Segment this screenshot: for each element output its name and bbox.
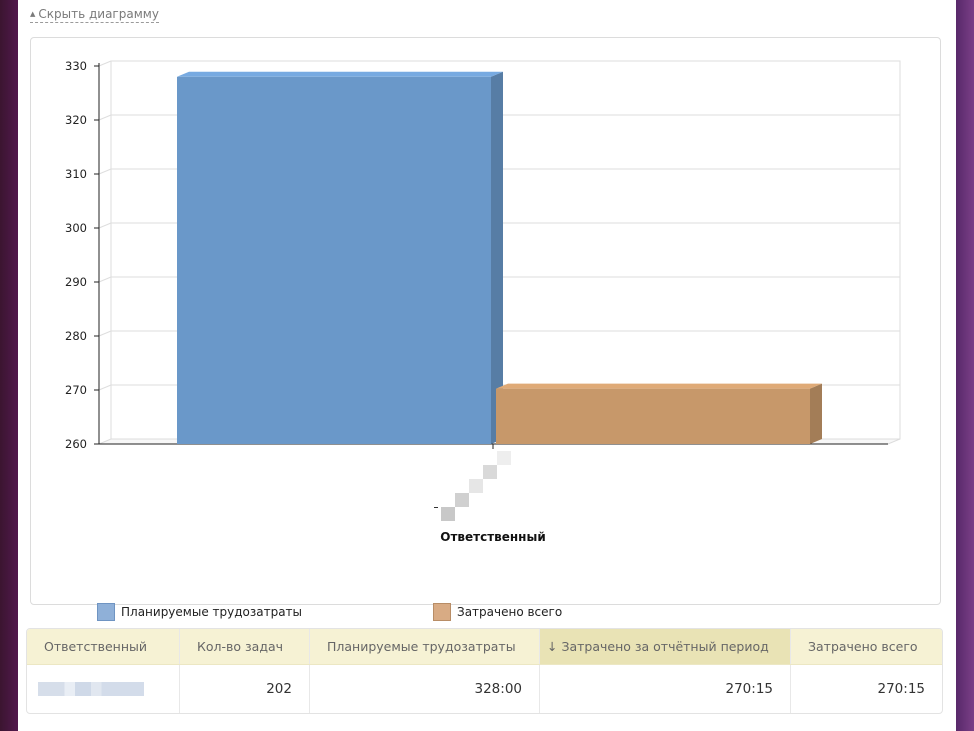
col-header-spent-period[interactable]: ↓ Затрачено за отчётный период <box>540 629 791 664</box>
y-tick-label: 270 <box>65 383 87 397</box>
bar-top <box>177 71 503 77</box>
hide-chart-label: Скрыть диаграмму <box>38 7 159 21</box>
gridline-side <box>98 60 112 67</box>
table-row: 202 328:00 270:15 270:15 <box>27 665 942 713</box>
hide-chart-link[interactable]: ▲ Скрыть диаграмму <box>30 7 159 23</box>
caret-up-icon: ▲ <box>30 10 36 18</box>
gridline-side <box>98 330 112 337</box>
bar-chart: 330 320 310 300 290 280 270 260 Ответственный <box>65 59 901 544</box>
cell-spent-period: 270:15 <box>540 665 791 713</box>
legend-item-spent[interactable]: Затрачено всего <box>433 603 562 621</box>
report-table: Ответственный Кол-во задач Планируемые т… <box>26 628 943 714</box>
table-header-row: Ответственный Кол-во задач Планируемые т… <box>27 629 942 665</box>
chart-bars <box>177 71 822 445</box>
bar-planned <box>177 71 503 445</box>
cell-assignee[interactable] <box>27 665 180 713</box>
cell-spent-total: 270:15 <box>877 681 926 697</box>
gridline-side <box>98 276 112 283</box>
bar-front <box>177 76 491 445</box>
y-tick-label: 290 <box>65 275 87 289</box>
col-header-task-count[interactable]: Кол-во задач <box>180 629 310 664</box>
y-tick-label: 280 <box>65 329 87 343</box>
gridline-side <box>98 384 112 391</box>
bar-side <box>810 383 822 444</box>
gridline-side <box>98 114 112 121</box>
bar-side <box>491 71 503 445</box>
col-header-spent-total[interactable]: Затрачено всего <box>808 639 918 654</box>
y-tick-label: 320 <box>65 113 87 127</box>
gridline-side <box>98 168 112 175</box>
bar-front <box>496 388 810 444</box>
legend-swatch-planned <box>97 603 115 621</box>
y-tick-label: 310 <box>65 167 87 181</box>
legend-item-planned[interactable]: Планируемые трудозатраты <box>97 603 302 621</box>
col-header-planned[interactable]: Планируемые трудозатраты <box>310 629 540 664</box>
bar-spent-total <box>496 383 822 444</box>
x-axis-title: Ответственный <box>440 530 546 544</box>
y-tick-label: 260 <box>65 437 87 451</box>
col-header-assignee[interactable]: Ответственный <box>27 629 180 664</box>
x-category-label-blurred <box>434 451 511 521</box>
bar-top <box>496 383 822 389</box>
cell-task-count: 202 <box>180 665 310 713</box>
y-tick-label: 330 <box>65 59 87 73</box>
legend-swatch-spent <box>433 603 451 621</box>
assignee-name-blurred <box>38 682 144 696</box>
gridline-side <box>98 222 112 229</box>
legend-label-planned: Планируемые трудозатраты <box>121 605 303 619</box>
y-tick-label: 300 <box>65 221 87 235</box>
legend-label-spent: Затрачено всего <box>457 605 563 619</box>
cell-planned: 328:00 <box>310 665 540 713</box>
chart-container: 330 320 310 300 290 280 270 260 Ответственный П… <box>30 37 941 621</box>
